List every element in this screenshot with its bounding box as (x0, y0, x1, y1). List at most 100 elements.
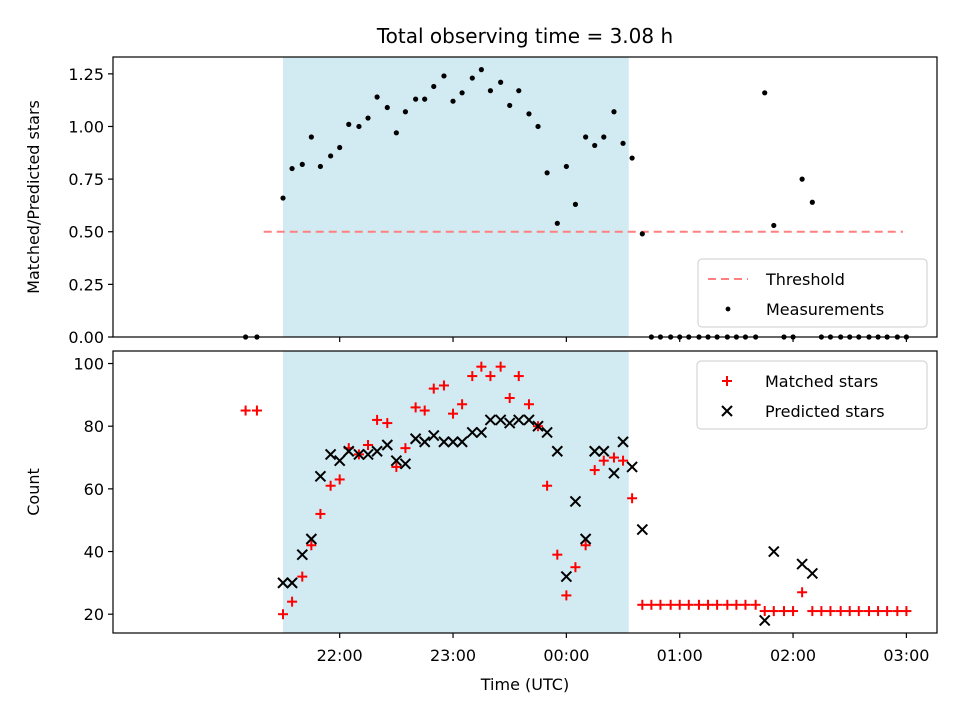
axes-frame (112, 56, 938, 338)
chart-title: Total observing time = 3.08 h (376, 24, 673, 48)
y-axis-label: Matched/Predicted stars (24, 100, 43, 294)
measurement-point (413, 96, 419, 102)
matched-star-point (873, 606, 884, 617)
predicted-star-point (759, 614, 771, 627)
matched-star-point (655, 599, 666, 610)
marker-stroke (438, 436, 450, 448)
predicted-star-point (598, 445, 610, 457)
matched-star-point (315, 508, 326, 519)
matched-star-point (372, 414, 383, 425)
data-layer (240, 361, 912, 627)
predicted-star-point (277, 577, 289, 589)
matched-star-point (476, 361, 487, 372)
marker-stroke (371, 445, 383, 457)
predicted-star-point (579, 533, 592, 545)
predicted-star-point (560, 570, 573, 583)
measurement-point (572, 201, 579, 207)
legend-label: Matched stars (765, 372, 878, 391)
measurement-point (422, 96, 428, 102)
predicted-star-point (343, 445, 355, 457)
marker-stroke (494, 414, 507, 426)
predicted-star-point (494, 414, 507, 426)
legend-box (697, 258, 928, 328)
marker-stroke (475, 426, 488, 439)
marker-stroke (617, 436, 629, 448)
marker-stroke (466, 426, 479, 439)
measurement-point (459, 90, 465, 96)
measurement-point (299, 161, 305, 167)
legend-marker-x (721, 405, 733, 417)
marker-stroke (579, 533, 592, 545)
matched-star-point (759, 606, 770, 617)
ratio-panel: 0.00 0.25 0.50 0.75 1.00 1.25 Matched/Predicte… (24, 56, 938, 347)
matched-star-point (278, 609, 289, 620)
series-predicted-stars (277, 414, 819, 627)
axes-frame (112, 350, 938, 634)
count-panel: 20 40 60 80 100 22:00 23:00 00:00 01:00 02:00 03:0… (24, 350, 938, 665)
predicted-star-point (296, 548, 308, 561)
matched-star-point (561, 590, 572, 601)
predicted-star-point (466, 426, 479, 439)
marker-stroke (447, 436, 459, 448)
marker-stroke (484, 414, 497, 426)
marker-stroke (418, 436, 431, 448)
marker-stroke (721, 405, 733, 417)
predicted-star-point (399, 458, 412, 470)
predicted-star-point (314, 470, 327, 483)
matched-star-point (400, 443, 411, 454)
matched-star-point (740, 599, 751, 610)
measurement-point (487, 88, 494, 94)
predicted-star-point (438, 436, 450, 448)
predicted-star-point (551, 445, 564, 457)
predicted-star-point (447, 436, 459, 448)
matched-star-point (438, 380, 449, 391)
y-tick-label: 40 (84, 543, 104, 562)
measurement-point (498, 79, 504, 85)
measurement-point (544, 170, 550, 176)
marker-stroke (636, 523, 649, 536)
measurement-point (450, 98, 456, 104)
matched-star-point (589, 465, 600, 476)
legend-marker-plus (722, 376, 732, 386)
marker-stroke (768, 545, 780, 558)
measurement-point (356, 123, 362, 130)
measurement-point (289, 165, 295, 172)
observing-window-shade (283, 57, 629, 337)
matched-star-point (251, 405, 262, 416)
x-tick-label: 03:00 (883, 646, 929, 665)
marker-stroke (343, 445, 355, 457)
measurement-point (809, 199, 815, 205)
marker-stroke (806, 567, 819, 580)
matched-star-point (457, 399, 468, 410)
matched-star-point (768, 606, 779, 617)
matched-star-point (467, 371, 478, 382)
predicted-star-point (324, 448, 337, 461)
series-measurements (243, 67, 909, 340)
matched-star-point (580, 540, 591, 551)
matched-star-point (552, 549, 563, 560)
measurement-point (516, 88, 522, 94)
matched-star-point (788, 606, 799, 617)
measurement-point (601, 134, 607, 140)
predicted-star-point (381, 439, 393, 451)
measurement-point (431, 83, 437, 90)
matched-star-point (382, 418, 393, 429)
legend-label: Measurements (766, 300, 884, 319)
y-tick-label: 1.00 (68, 117, 104, 136)
y-tick-label: 100 (73, 355, 104, 374)
predicted-star-point (532, 420, 544, 432)
legend-label: Threshold (765, 270, 845, 289)
measurement-point (507, 102, 513, 109)
matched-star-point (797, 587, 808, 598)
predicted-star-point (475, 426, 488, 439)
matched-star-point (419, 405, 430, 416)
matched-star-point (410, 402, 421, 413)
matched-star-point (637, 599, 648, 610)
measurement-point (441, 73, 447, 79)
matched-star-point (618, 455, 629, 466)
measurement-point (469, 75, 475, 81)
matched-star-point (863, 606, 874, 617)
predicted-star-point (371, 445, 383, 457)
predicted-star-point (541, 426, 553, 439)
matched-star-point (504, 393, 515, 403)
